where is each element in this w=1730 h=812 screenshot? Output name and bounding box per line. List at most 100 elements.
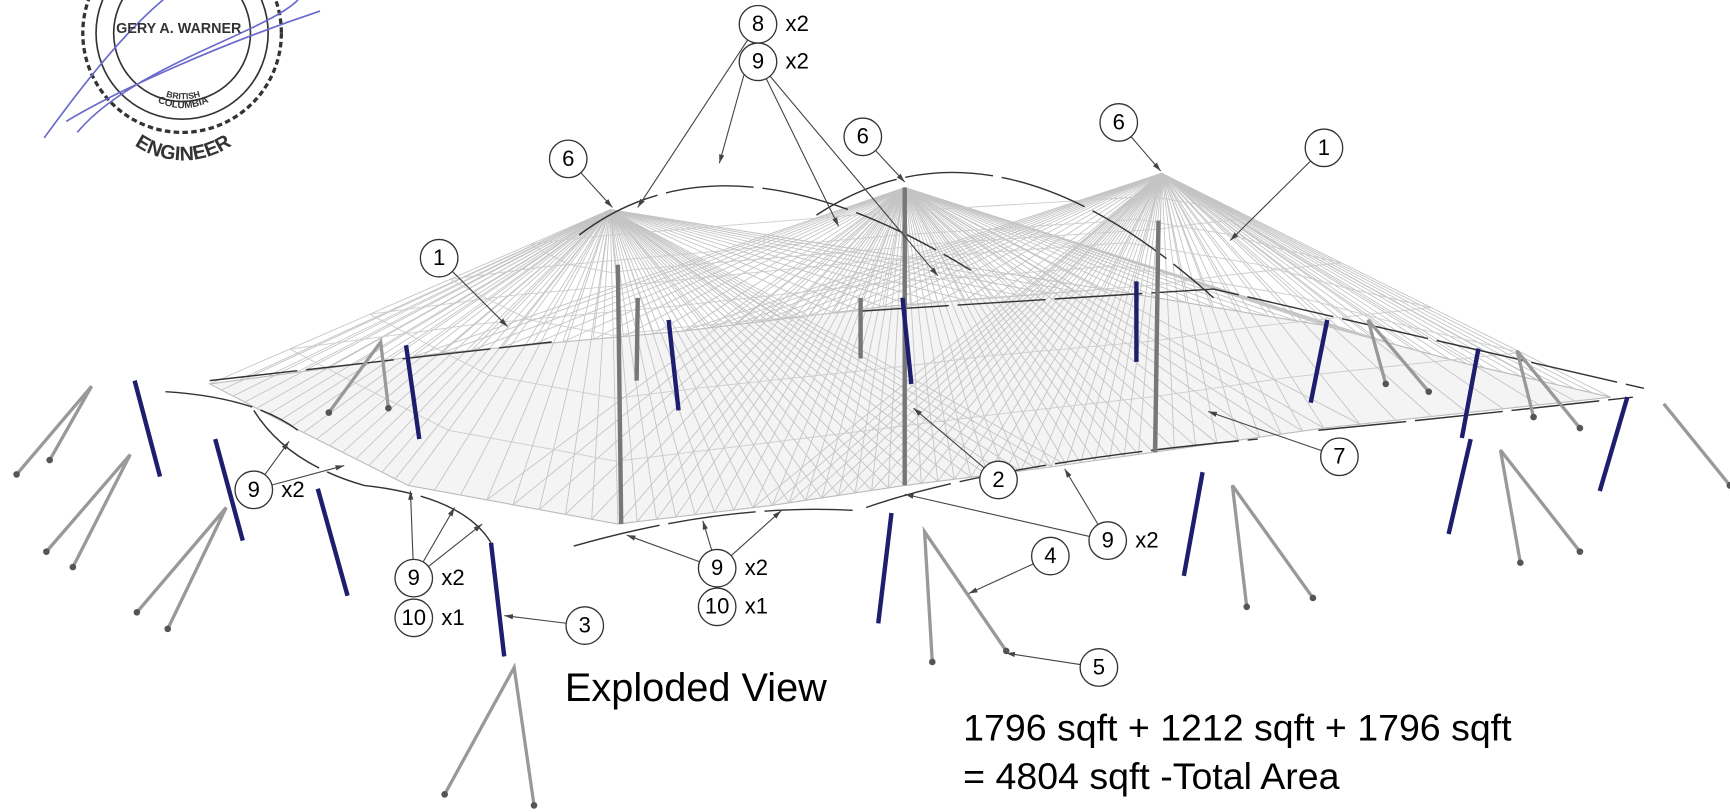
- mesh-line: [752, 187, 906, 508]
- guy-strut: [1230, 484, 1315, 607]
- mesh-line: [708, 172, 1162, 329]
- side-pole: [1181, 471, 1205, 577]
- mesh-line: [832, 172, 1162, 314]
- stamp-title: ENGINEER: [132, 131, 235, 166]
- mesh-line: [887, 172, 1163, 489]
- strut-foot: [530, 802, 538, 809]
- area-line-1: 1796 sqft + 1212 sqft + 1796 sqft: [963, 706, 1512, 748]
- mesh-line: [783, 187, 906, 320]
- mesh-line: [1130, 173, 1163, 294]
- mesh-line: [591, 187, 906, 520]
- mesh-line: [1161, 172, 1396, 346]
- strut-foot: [1576, 424, 1584, 432]
- mesh-line: [1161, 173, 1197, 447]
- mesh-line: [904, 187, 1005, 474]
- mesh-line: [610, 209, 1049, 294]
- callout-id: 9: [248, 477, 260, 502]
- guy-strut: [922, 525, 1008, 663]
- leader-line: [452, 271, 508, 327]
- mesh-line: [807, 187, 906, 317]
- leader-line: [968, 563, 1034, 595]
- mesh-line: [609, 209, 1052, 468]
- callout-circle: [419, 238, 459, 278]
- mesh-line: [617, 187, 906, 525]
- callout-id: 9: [1102, 528, 1114, 553]
- mesh-ring: [529, 195, 1252, 273]
- callout-id: 2: [992, 467, 1004, 492]
- leader-line: [626, 534, 700, 563]
- mesh-line: [987, 172, 1163, 476]
- leader-line: [1207, 410, 1322, 452]
- side-pole: [315, 488, 350, 597]
- mesh-line: [771, 187, 906, 506]
- mesh-line: [354, 209, 611, 366]
- mesh-line: [1161, 172, 1522, 377]
- mesh-line: [904, 187, 1261, 438]
- callout-qty: x2: [441, 565, 464, 590]
- mesh-line: [1161, 172, 1468, 413]
- mesh-line: [1161, 173, 1239, 441]
- strut-foot: [46, 456, 53, 464]
- mesh-line: [609, 209, 638, 522]
- guy-strut: [135, 506, 228, 630]
- side-pole: [1446, 438, 1473, 535]
- cable: [209, 341, 552, 382]
- mesh-line: [1161, 172, 1343, 331]
- mesh-line: [532, 187, 905, 346]
- callout-id: 10: [705, 594, 730, 619]
- mesh-line: [609, 209, 922, 484]
- leader-line: [702, 520, 713, 551]
- strut-foot: [133, 609, 141, 616]
- mesh-line: [279, 209, 611, 421]
- mesh-line: [512, 209, 611, 505]
- strut-foot: [43, 548, 50, 555]
- mesh-line: [609, 209, 1067, 466]
- tent-hardware: [13, 171, 1730, 809]
- callout-circle: [394, 558, 434, 598]
- side-pole: [403, 345, 422, 440]
- mesh-line: [1161, 173, 1215, 308]
- mesh-line: [296, 209, 611, 373]
- mesh-line: [486, 209, 611, 501]
- mesh-line: [1020, 172, 1163, 297]
- mesh-line: [394, 209, 611, 480]
- mesh-line: [904, 187, 1067, 465]
- mesh-line: [609, 209, 883, 308]
- side-pole: [666, 319, 681, 411]
- mesh-line: [783, 172, 1162, 320]
- mesh-ring: [449, 219, 1342, 336]
- stamp-region-top: BRITISH: [165, 89, 201, 101]
- side-pole: [1459, 348, 1481, 439]
- callout-circle: [1304, 128, 1344, 168]
- side-pole: [1308, 319, 1330, 404]
- callout-id: 10: [402, 605, 427, 630]
- mesh-line: [733, 172, 1162, 326]
- callout-qty: x2: [786, 49, 809, 74]
- mesh-line: [904, 187, 1325, 326]
- mesh-line: [772, 172, 1163, 506]
- mesh-line: [1161, 172, 1361, 425]
- mesh-line: [937, 172, 1162, 303]
- mesh-line: [882, 187, 906, 307]
- mesh-line: [788, 187, 906, 503]
- callout-circle: [697, 587, 737, 627]
- strut-foot: [1530, 413, 1537, 421]
- mesh-line: [609, 209, 657, 520]
- callout-id: 8: [752, 11, 764, 36]
- cable: [573, 508, 861, 547]
- callout-qty: x2: [1135, 528, 1158, 553]
- mesh-ring: [369, 242, 1432, 399]
- mesh-line: [486, 187, 905, 501]
- mesh-line: [752, 172, 1163, 508]
- mesh-line: [1075, 172, 1163, 292]
- side-pole: [488, 542, 507, 657]
- mesh-line: [267, 209, 611, 377]
- mesh-line: [808, 172, 1162, 317]
- mesh-line: [1094, 173, 1163, 461]
- mesh-line: [238, 209, 611, 381]
- mesh-line: [1065, 173, 1163, 465]
- strut-foot: [325, 409, 333, 416]
- mesh-line: [904, 187, 1175, 450]
- mesh-line: [623, 187, 905, 337]
- mesh-line: [538, 187, 906, 510]
